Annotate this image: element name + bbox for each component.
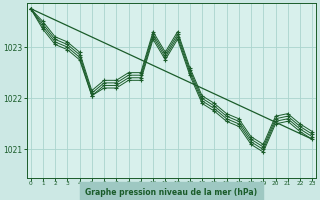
X-axis label: Graphe pression niveau de la mer (hPa): Graphe pression niveau de la mer (hPa)	[85, 188, 258, 197]
